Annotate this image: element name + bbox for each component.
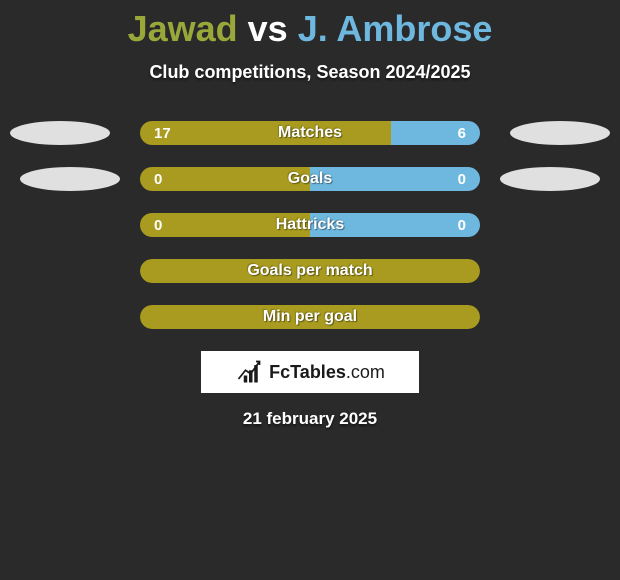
title-player2: J. Ambrose — [298, 8, 493, 49]
stat-left-value: 0 — [140, 167, 310, 191]
stat-rows: 176Matches 00Goals 00Hattricks Goals per ma… — [0, 121, 620, 329]
stat-left-value: 0 — [140, 213, 310, 237]
stat-row: 176Matches — [0, 121, 620, 145]
stat-bar: Goals per match — [140, 259, 480, 283]
player2-pill — [500, 167, 600, 191]
title-vs: vs — [248, 8, 288, 49]
stat-right-value: 0 — [310, 213, 480, 237]
subtitle: Club competitions, Season 2024/2025 — [0, 62, 620, 83]
stat-row: Goals per match — [0, 259, 620, 283]
stat-bar: 00Hattricks — [140, 213, 480, 237]
logo-text: FcTables.com — [269, 362, 385, 383]
bar-fill — [140, 259, 480, 283]
stat-right-value: 0 — [310, 167, 480, 191]
bar-fill — [140, 305, 480, 329]
stat-row: Min per goal — [0, 305, 620, 329]
title-player1: Jawad — [128, 8, 238, 49]
capsule: 00 — [140, 167, 480, 191]
stat-bar: 176Matches — [140, 121, 480, 145]
stat-row: 00Goals — [0, 167, 620, 191]
date-text: 21 february 2025 — [0, 409, 620, 429]
player1-pill — [20, 167, 120, 191]
logo-box[interactable]: FcTables.com — [201, 351, 419, 393]
stat-right-value: 6 — [391, 121, 480, 145]
stat-left-value: 17 — [140, 121, 391, 145]
stat-row: 00Hattricks — [0, 213, 620, 237]
logo-domain: .com — [346, 362, 385, 382]
chart-icon — [235, 358, 263, 386]
comparison-title: Jawad vs J. Ambrose — [0, 0, 620, 50]
stat-bar: 00Goals — [140, 167, 480, 191]
capsule: 00 — [140, 213, 480, 237]
player2-pill — [510, 121, 610, 145]
capsule: 176 — [140, 121, 480, 145]
player1-pill — [10, 121, 110, 145]
logo-brand: FcTables — [269, 362, 346, 382]
stat-bar: Min per goal — [140, 305, 480, 329]
